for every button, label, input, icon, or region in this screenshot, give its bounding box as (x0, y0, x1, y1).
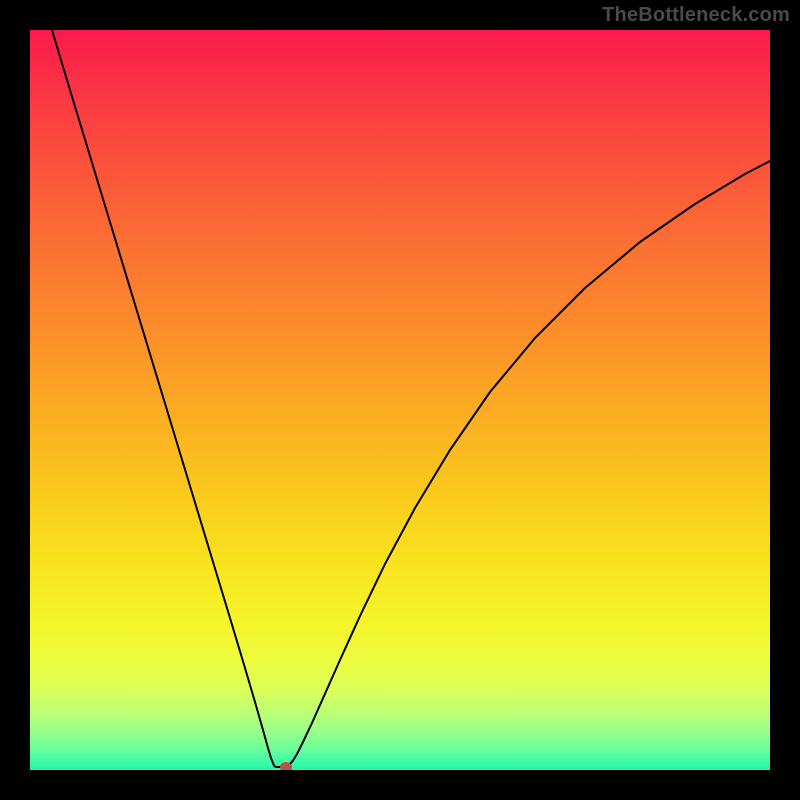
watermark-text: TheBottleneck.com (602, 4, 790, 27)
gradient-background (30, 30, 770, 770)
chart-frame: TheBottleneck.com (0, 0, 800, 800)
chart-svg (30, 30, 770, 770)
plot-area (30, 30, 770, 770)
